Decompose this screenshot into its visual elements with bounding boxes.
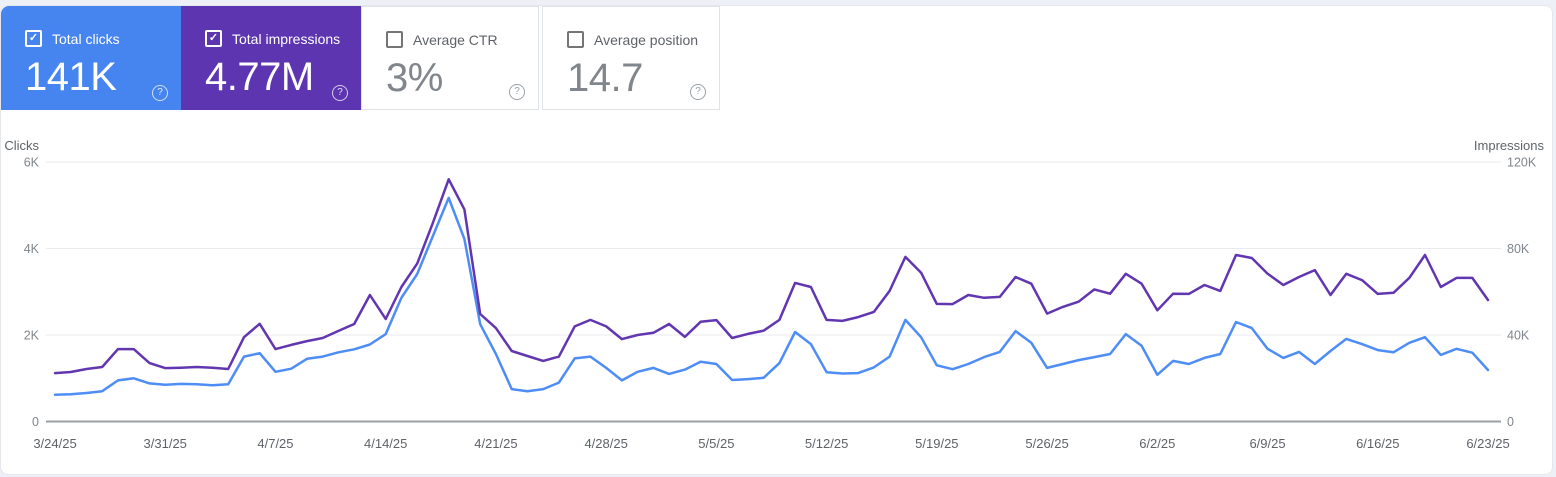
checkmark-icon: ✓: [28, 32, 39, 44]
tile-head: ✓ Average position: [543, 7, 719, 48]
average-position-value: 14.7: [567, 56, 643, 100]
left-axis-tick-label: 4K: [24, 242, 40, 256]
help-icon[interactable]: ?: [690, 84, 706, 100]
tile-head: ✓ Average CTR: [362, 7, 538, 48]
x-tick-label: 4/28/25: [584, 436, 627, 451]
metric-tiles: ✓ Total clicks 141K ? ✓ Total impression…: [1, 6, 1552, 110]
clicks-line[interactable]: [53, 196, 1490, 396]
x-tick-label: 6/9/25: [1249, 436, 1285, 451]
tile-label: Total clicks: [52, 30, 120, 47]
average-ctr-value: 3%: [386, 56, 443, 100]
right-axis-tick-label: 0: [1507, 415, 1514, 429]
x-tick-label: 5/12/25: [805, 436, 848, 451]
help-icon[interactable]: ?: [332, 85, 348, 101]
tile-label: Total impressions: [232, 30, 341, 47]
left-axis-tick-label: 2K: [24, 329, 40, 343]
x-tick-label: 3/31/25: [144, 436, 187, 451]
left-axis-tick-label: 0: [32, 415, 39, 429]
checkmark-icon: ✓: [208, 32, 219, 44]
tile-label: Average position: [594, 31, 699, 48]
average-position-checkbox[interactable]: ✓: [567, 31, 584, 48]
metric-tile-total-impressions[interactable]: ✓ Total impressions 4.77M ?: [181, 6, 361, 110]
x-tick-label: 5/26/25: [1025, 436, 1068, 451]
x-tick-label: 6/16/25: [1356, 436, 1399, 451]
tile-head: ✓ Total impressions: [181, 6, 361, 47]
x-tick-label: 3/24/25: [33, 436, 76, 451]
help-icon[interactable]: ?: [509, 84, 525, 100]
right-axis-title: Impressions: [1474, 138, 1545, 153]
total-clicks-value: 141K: [25, 55, 117, 99]
x-tick-label: 5/5/25: [698, 436, 734, 451]
impressions-line[interactable]: [53, 178, 1490, 375]
metric-tile-average-ctr[interactable]: ✓ Average CTR 3% ?: [361, 6, 539, 110]
x-tick-label: 5/19/25: [915, 436, 958, 451]
metric-tile-total-clicks[interactable]: ✓ Total clicks 141K ?: [1, 6, 181, 110]
tile-label: Average CTR: [413, 31, 498, 48]
performance-chart[interactable]: 0 0 2K 40K 4K 80K 6K 120K Clicks Impressions 3/24/…: [1, 111, 1556, 471]
right-axis-tick-label: 80K: [1507, 242, 1530, 256]
x-tick-label: 6/23/25: [1466, 436, 1509, 451]
average-ctr-checkbox[interactable]: ✓: [386, 31, 403, 48]
total-impressions-value: 4.77M: [205, 55, 314, 99]
x-tick-label: 6/2/25: [1139, 436, 1175, 451]
x-tick-label: 4/7/25: [257, 436, 293, 451]
right-axis-tick-label: 40K: [1507, 329, 1530, 343]
left-axis-title: Clicks: [4, 138, 39, 153]
performance-card: ✓ Total clicks 141K ? ✓ Total impression…: [0, 5, 1553, 475]
total-clicks-checkbox[interactable]: ✓: [25, 30, 42, 47]
metric-tile-average-position[interactable]: ✓ Average position 14.7 ?: [542, 6, 720, 110]
total-impressions-checkbox[interactable]: ✓: [205, 30, 222, 47]
tile-head: ✓ Total clicks: [1, 6, 181, 47]
x-tick-label: 4/14/25: [364, 436, 407, 451]
right-axis-tick-label: 120K: [1507, 156, 1537, 170]
left-axis-tick-label: 6K: [24, 156, 40, 170]
x-tick-label: 4/21/25: [474, 436, 517, 451]
help-icon[interactable]: ?: [152, 85, 168, 101]
